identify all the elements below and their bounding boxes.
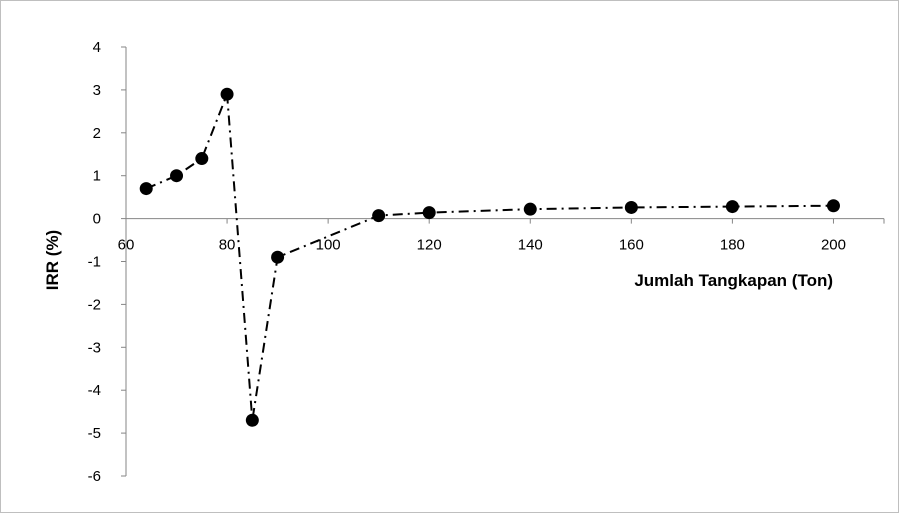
axes	[125, 47, 884, 476]
x-tick-label: 120	[417, 237, 442, 254]
x-tick-label: 140	[518, 237, 543, 254]
x-tick-label: 180	[720, 237, 745, 254]
y-tick-label: -4	[88, 382, 101, 399]
data-point	[523, 202, 537, 216]
data-point	[624, 200, 638, 214]
data-point	[195, 152, 209, 166]
data-point	[372, 209, 386, 223]
y-tick-label: 3	[93, 82, 101, 99]
x-tick-label: 60	[118, 237, 135, 254]
data-points	[139, 87, 840, 427]
data-point	[245, 413, 259, 427]
series-line	[145, 93, 834, 421]
y-ticks: -6 -5 -4 -3 -2 -1 0 1 2 3 4	[88, 39, 126, 485]
y-tick-label: -2	[88, 296, 101, 313]
y-tick-label: 1	[93, 168, 101, 185]
y-tick-label: 4	[93, 39, 101, 56]
data-point	[220, 87, 234, 101]
data-point	[826, 199, 840, 213]
x-tick-label: 160	[619, 237, 644, 254]
y-axis-title: IRR (%)	[43, 230, 62, 290]
data-point	[725, 200, 739, 214]
x-tick-label: 80	[219, 237, 236, 254]
data-point	[139, 182, 153, 196]
x-ticks: 60 80 100 120 140 160 180 200	[118, 218, 885, 254]
y-tick-label: -5	[88, 425, 101, 442]
y-tick-label: -6	[88, 468, 101, 485]
series-line-group	[145, 93, 834, 421]
data-point	[170, 169, 184, 183]
y-tick-label: 2	[93, 125, 101, 142]
data-point	[422, 206, 436, 220]
x-tick-label: 200	[821, 237, 846, 254]
x-tick-label: 100	[316, 237, 341, 254]
x-axis-title: Jumlah Tangkapan (Ton)	[634, 271, 833, 290]
data-point	[271, 250, 285, 264]
y-tick-label: -1	[88, 254, 101, 271]
y-tick-label: -3	[88, 339, 101, 356]
y-tick-label: 0	[93, 211, 101, 228]
